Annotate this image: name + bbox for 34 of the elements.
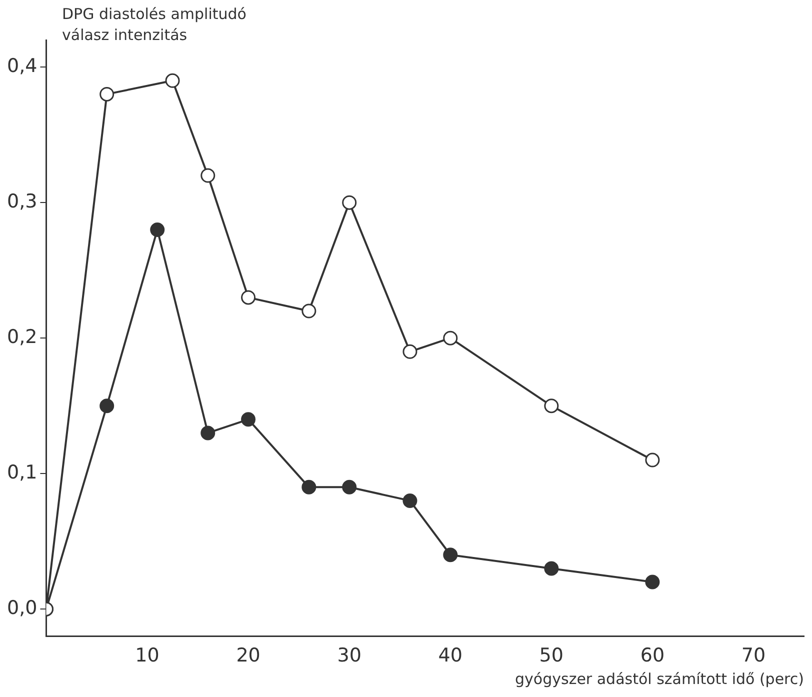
point — [443, 330, 458, 346]
point — [342, 480, 357, 494]
point — [302, 480, 316, 494]
point — [241, 412, 256, 427]
x-tick-label: 20 — [236, 644, 260, 667]
y-tick-label: 0,0 — [7, 597, 38, 620]
x-axis-title: gyógyszer adástól számított idő (perc) — [515, 670, 804, 688]
point — [241, 290, 256, 305]
point — [150, 222, 165, 237]
y-tick-label: 0,2 — [7, 326, 38, 348]
y-tick-label: 0,3 — [7, 190, 38, 213]
point — [443, 548, 458, 562]
x-tick-label: 60 — [640, 644, 665, 667]
x-tick-label: 30 — [337, 644, 362, 667]
x-tick-label: 70 — [741, 644, 766, 667]
y-tick-label: 0,4 — [7, 55, 38, 78]
point — [544, 561, 559, 576]
y-axis-title: DPG diastolés amplitudó válasz intenzitás — [62, 4, 248, 46]
point — [402, 493, 418, 508]
y-tick-label: 0,1 — [7, 462, 38, 484]
point — [200, 168, 216, 183]
point — [645, 574, 660, 590]
point — [402, 344, 418, 359]
point — [342, 195, 357, 210]
point — [100, 86, 114, 102]
point — [100, 398, 114, 414]
x-tick-label: 10 — [135, 644, 160, 667]
x-tick-label: 40 — [438, 644, 462, 667]
point — [645, 452, 660, 468]
point — [200, 426, 216, 440]
point — [165, 73, 180, 88]
point — [302, 304, 316, 318]
x-tick-label: 50 — [539, 644, 564, 667]
point — [544, 398, 559, 414]
